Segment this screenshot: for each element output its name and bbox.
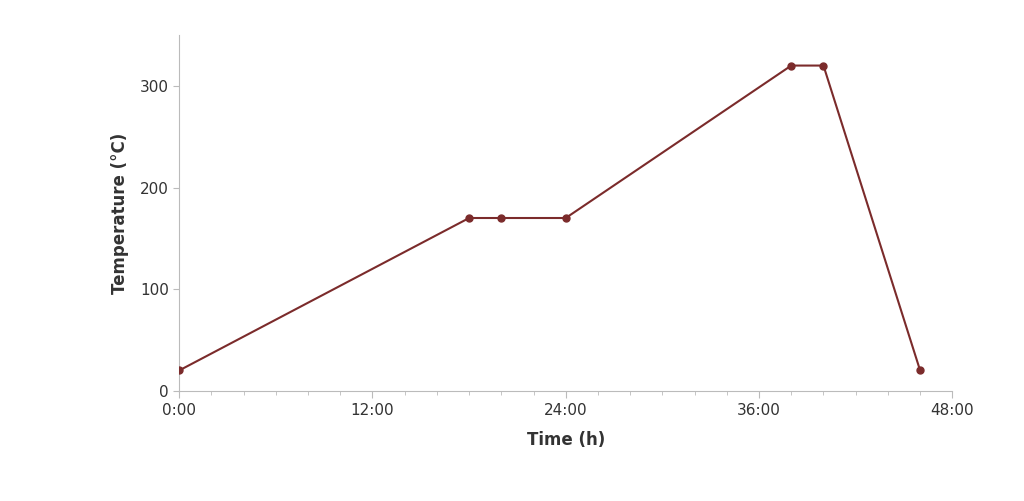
X-axis label: Time (h): Time (h)	[526, 431, 605, 449]
Y-axis label: Temperature (°C): Temperature (°C)	[111, 132, 129, 294]
